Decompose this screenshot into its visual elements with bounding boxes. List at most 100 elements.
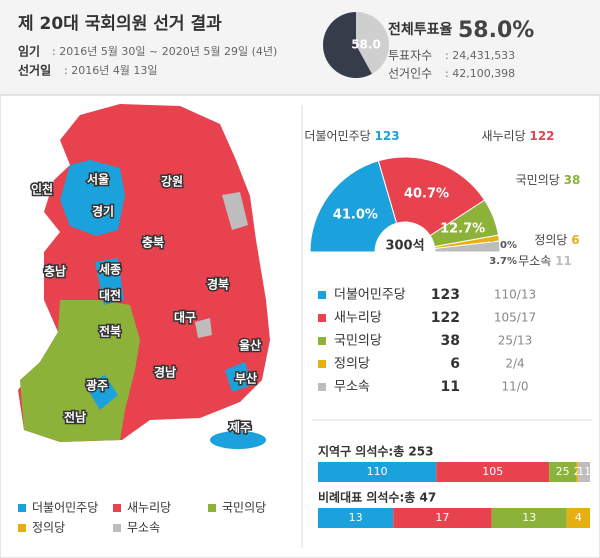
legend-label: 국민의당 <box>222 501 266 515</box>
percent-label: 40.7% <box>404 186 449 201</box>
region-label: 세종 <box>99 262 121 277</box>
region-label: 경기 <box>92 204 114 219</box>
legend-label: 새누리당 <box>127 501 171 515</box>
bar-segment <box>393 508 492 528</box>
pie-slice <box>322 11 372 78</box>
bar-label: 110 <box>367 465 388 478</box>
party-label: 새누리당 122 <box>481 129 554 143</box>
bar-label: 13 <box>349 511 363 524</box>
map <box>18 104 270 449</box>
percent-label: 41.0% <box>333 207 378 222</box>
header-band <box>0 0 600 95</box>
party-label: 정의당 6 <box>534 233 579 247</box>
bar-segment <box>578 462 590 482</box>
donut-center <box>377 222 433 278</box>
title: 제 20대 국회의원 선거 결과 <box>18 14 222 34</box>
bar-label: 11 <box>577 465 591 478</box>
stat-value: : 42,100,398 <box>445 67 515 80</box>
table-party: 무소속 <box>334 380 370 395</box>
legend-swatch <box>18 524 26 532</box>
map-region <box>85 375 118 410</box>
table-seats: 38 <box>441 333 460 349</box>
legend-swatch <box>318 337 326 345</box>
table-split: 105/17 <box>494 311 536 325</box>
bar-segment <box>566 508 590 528</box>
map-region <box>195 318 212 338</box>
legend-swatch <box>318 360 326 368</box>
table-party: 국민의당 <box>334 334 382 349</box>
region-label: 충남 <box>44 264 66 279</box>
stat-label: 투표자수 <box>388 49 432 63</box>
map-region <box>225 362 252 392</box>
legend-swatch <box>318 314 326 322</box>
percent-label: 12.7% <box>440 222 485 237</box>
region-label: 강원 <box>161 175 183 189</box>
region-label: 제주 <box>229 421 251 435</box>
bar-label: 4 <box>575 511 582 524</box>
bar-label: 2 <box>574 465 581 478</box>
legend-label: 더불어민주당 <box>32 501 98 515</box>
party-seats: 123 <box>375 129 400 143</box>
party-seats: 122 <box>529 129 554 143</box>
turnout-label: 전체투표율 <box>388 21 453 38</box>
bar-label: 17 <box>435 511 449 524</box>
bar-label: 13 <box>522 511 536 524</box>
party-name: 더불어민주당 <box>304 129 370 143</box>
party-label: 무소속 11 <box>518 254 572 268</box>
region-label: 광주 <box>86 378 108 393</box>
legend-swatch <box>18 504 26 512</box>
region-label: 경북 <box>207 278 229 292</box>
region-label: 부산 <box>235 371 257 386</box>
bar-label: 105 <box>482 465 503 478</box>
donut-segment <box>309 160 398 253</box>
region-label: 경남 <box>154 365 176 380</box>
legend-label: 무소속 <box>127 521 160 535</box>
donut-center-label: 300석 <box>385 239 424 254</box>
bar-title: 지역구 의석수:총 253 <box>318 444 433 459</box>
party-seats: 6 <box>571 233 579 247</box>
legend-swatch <box>318 383 326 391</box>
party-name: 새누리당 <box>481 129 525 143</box>
bar-segment <box>436 462 550 482</box>
party-label: 더불어민주당 123 <box>304 129 399 143</box>
table-split: 11/0 <box>502 380 529 394</box>
table-party: 새누리당 <box>334 311 382 326</box>
bar-segment <box>318 462 437 482</box>
region-label: 전남 <box>64 410 86 425</box>
party-name: 정의당 <box>534 233 567 247</box>
bar-label: 25 <box>556 465 570 478</box>
table-split: 110/13 <box>494 288 536 302</box>
legend-swatch <box>113 524 121 532</box>
table-party: 더불어민주당 <box>334 288 406 303</box>
region-label: 전북 <box>99 324 121 339</box>
table-seats: 6 <box>450 356 460 372</box>
table-seats: 123 <box>431 287 460 303</box>
table-split: 2/4 <box>505 357 524 371</box>
date: : 2016년 4월 13일 <box>64 63 158 77</box>
bar-segment <box>318 508 394 528</box>
term: : 2016년 5월 30일 ~ 2020년 5월 29일 (4년) <box>52 44 277 58</box>
table-seats: 11 <box>441 379 460 395</box>
party-seats: 11 <box>555 254 572 268</box>
region-label: 울산 <box>239 338 261 353</box>
legend-swatch <box>318 291 326 299</box>
table-party: 정의당 <box>334 357 370 372</box>
donut-segment <box>377 156 486 237</box>
party-seats: 38 <box>564 173 581 187</box>
stat-label: 선거인수 <box>388 67 432 81</box>
legend-label: 정의당 <box>32 521 65 535</box>
pie-label: 58.0 <box>351 38 381 52</box>
term-label: 임기 <box>18 44 40 59</box>
percent-label: 3.7% <box>489 256 517 267</box>
table-split: 25/13 <box>498 334 533 348</box>
legend-swatch <box>113 504 121 512</box>
map-island <box>210 431 266 449</box>
date-label: 선거일 <box>18 63 51 78</box>
party-name: 무소속 <box>518 254 551 268</box>
table-seats: 122 <box>431 310 460 326</box>
bar-segment <box>491 508 567 528</box>
percent-label: 2.0% <box>489 240 517 251</box>
map-region <box>222 192 248 230</box>
region-label: 서울 <box>87 172 109 187</box>
